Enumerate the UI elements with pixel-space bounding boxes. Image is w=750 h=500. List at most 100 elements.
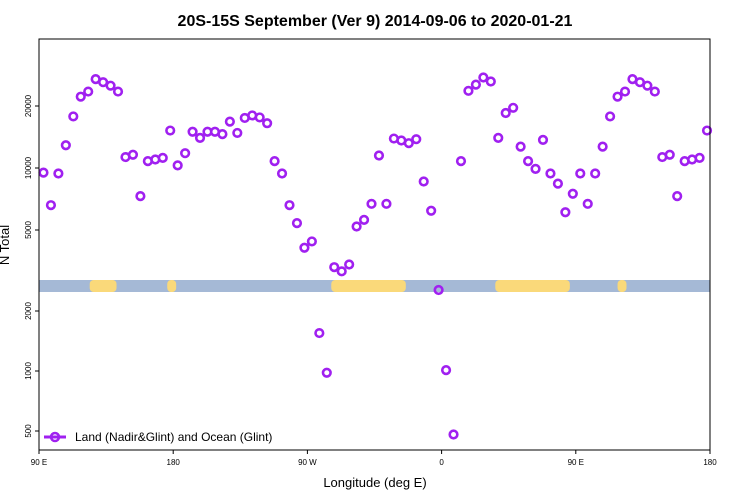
data-point: [530, 163, 541, 174]
land-segment: [495, 280, 570, 292]
data-points: [38, 72, 713, 440]
data-point: [351, 221, 362, 232]
data-point: [664, 149, 675, 160]
x-tick-label: 180: [167, 458, 181, 467]
x-tick-label: 90 W: [298, 458, 317, 467]
plot-frame: [38, 38, 711, 451]
data-point: [217, 129, 228, 140]
data-point: [515, 141, 526, 152]
data-point: [500, 107, 511, 119]
data-point: [276, 168, 288, 179]
surface-band: [39, 280, 710, 292]
data-point: [575, 168, 586, 179]
data-point: [545, 168, 556, 179]
data-point: [83, 86, 94, 97]
data-point: [68, 111, 79, 122]
y-tick-label: 10000: [24, 156, 33, 179]
data-point: [269, 156, 280, 167]
data-point: [306, 236, 317, 247]
data-point: [493, 132, 504, 144]
data-point: [373, 150, 385, 161]
data-point: [619, 86, 631, 97]
land-segment: [89, 280, 117, 292]
data-point: [172, 160, 183, 171]
y-tick-label: 20000: [24, 94, 33, 117]
y-tick-label: 2000: [24, 302, 33, 320]
data-point: [329, 262, 340, 273]
y-tick-label: 500: [24, 424, 33, 438]
data-point: [672, 191, 683, 202]
data-point: [418, 176, 429, 187]
x-axis-label: Longitude (deg E): [323, 475, 426, 490]
data-point: [105, 80, 116, 91]
x-tick-label: 180: [703, 458, 717, 467]
data-point: [45, 200, 57, 211]
x-axis-ticks: 90 E 180 90 W 0 90 E 180: [31, 450, 717, 467]
data-point: [485, 76, 496, 87]
data-point: [612, 91, 623, 102]
data-point: [440, 365, 452, 376]
legend-label: Land (Nadir&Glint) and Ocean (Glint): [75, 430, 272, 444]
data-point: [194, 132, 206, 144]
data-point: [180, 148, 191, 159]
data-point: [433, 284, 444, 296]
data-point: [381, 198, 392, 209]
data-point: [455, 156, 467, 167]
data-point: [165, 125, 176, 136]
data-point: [262, 118, 273, 129]
data-point: [567, 188, 578, 199]
data-point: [642, 80, 653, 91]
legend-marker: [49, 431, 61, 443]
x-tick-label: 90 E: [568, 458, 584, 467]
data-point: [604, 111, 616, 122]
data-point: [590, 168, 601, 179]
data-point: [284, 200, 295, 211]
land-segment: [617, 280, 627, 292]
data-point: [694, 152, 705, 163]
data-point: [411, 134, 422, 145]
y-tick-label: 1000: [24, 362, 33, 380]
data-point: [157, 152, 168, 163]
data-point: [448, 429, 459, 440]
data-point: [336, 266, 347, 277]
data-point: [112, 86, 124, 97]
data-point: [649, 86, 660, 97]
data-point: [321, 367, 332, 378]
data-point: [403, 138, 414, 149]
chart-title: 20S-15S September (Ver 9) 2014-09-06 to …: [178, 13, 573, 30]
data-point: [560, 207, 571, 218]
data-point: [552, 178, 564, 189]
data-point: [537, 134, 549, 145]
data-point: [299, 242, 310, 253]
legend: Land (Nadir&Glint) and Ocean (Glint): [44, 430, 272, 444]
data-point: [60, 140, 71, 151]
data-point: [224, 116, 235, 127]
data-point: [366, 198, 377, 209]
data-point: [38, 167, 49, 178]
data-point: [187, 126, 198, 137]
data-point: [426, 205, 437, 216]
data-point: [522, 156, 534, 167]
data-point: [478, 72, 489, 83]
x-tick-label: 90 E: [31, 458, 47, 467]
data-point: [358, 214, 370, 225]
data-point: [53, 168, 64, 179]
data-point: [701, 125, 713, 136]
data-point: [314, 327, 325, 339]
data-point: [254, 112, 265, 123]
data-point: [75, 91, 86, 102]
data-point: [582, 198, 593, 209]
y-axis-ticks: 500 1000 2000 5000 10000 20000: [24, 94, 39, 438]
data-point: [232, 127, 243, 139]
data-point: [135, 191, 146, 202]
data-point: [344, 259, 355, 270]
data-point: [470, 79, 481, 90]
land-segment: [331, 280, 406, 292]
x-tick-label: 0: [439, 458, 444, 467]
y-tick-label: 5000: [24, 221, 33, 239]
data-point: [463, 85, 474, 96]
data-point: [508, 102, 519, 113]
y-axis-label: N Total: [0, 225, 12, 265]
land-segment: [167, 280, 177, 292]
